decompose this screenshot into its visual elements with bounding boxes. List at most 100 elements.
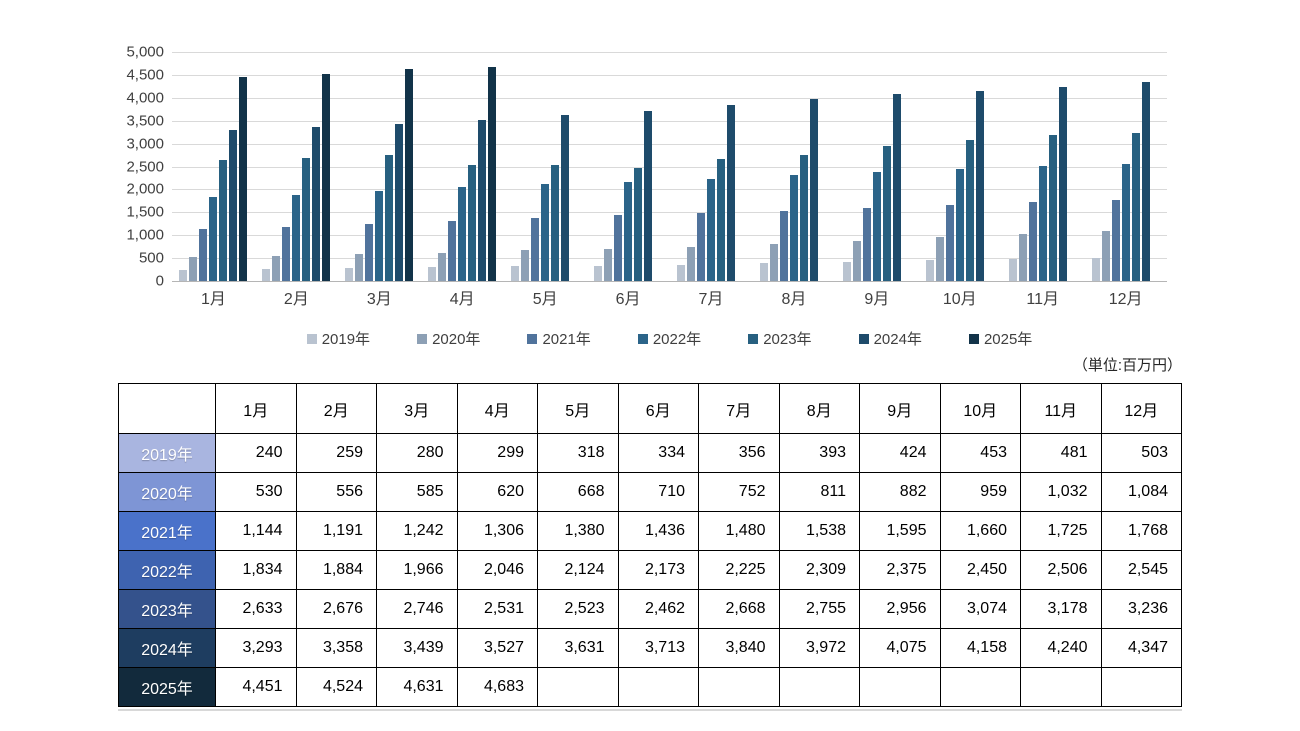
value-cell: 620 bbox=[456, 472, 538, 512]
month-header-cell: 2月 bbox=[295, 383, 377, 434]
value-cell: 503 bbox=[1100, 433, 1182, 473]
value-cell: 1,306 bbox=[456, 511, 538, 551]
value-cell: 3,358 bbox=[295, 628, 377, 668]
value-cell bbox=[859, 667, 941, 707]
legend-item: 2021年 bbox=[527, 328, 591, 349]
month-header-cell: 10月 bbox=[939, 383, 1021, 434]
value-cell bbox=[939, 667, 1021, 707]
x-tick-label: 4月 bbox=[449, 291, 475, 308]
legend-item: 2024年 bbox=[858, 328, 922, 349]
value-cell: 2,450 bbox=[939, 550, 1021, 590]
bar bbox=[676, 264, 685, 281]
bar bbox=[1048, 135, 1057, 281]
value-cell: 959 bbox=[939, 472, 1021, 512]
x-tick-label: 11月 bbox=[1026, 291, 1059, 308]
bar bbox=[405, 68, 414, 281]
table-header-row: 1月 2月 3月 4月 5月 6月 7月 8月 9月 10月 11月 12月 bbox=[118, 383, 1182, 434]
value-cell: 424 bbox=[859, 433, 941, 473]
bar bbox=[1141, 81, 1150, 281]
y-tick-label: 3,500 bbox=[126, 112, 164, 130]
month-header-cell: 1月 bbox=[215, 383, 297, 434]
bar bbox=[551, 165, 560, 281]
value-cell bbox=[1020, 667, 1102, 707]
bar bbox=[272, 255, 281, 281]
value-cell: 240 bbox=[215, 433, 297, 473]
value-cell: 1,768 bbox=[1100, 511, 1182, 551]
bar bbox=[604, 248, 613, 281]
bar bbox=[448, 221, 457, 281]
x-tick-label: 10月 bbox=[942, 291, 977, 308]
value-cell: 3,840 bbox=[698, 628, 780, 668]
bar bbox=[322, 73, 331, 281]
bar bbox=[706, 179, 715, 281]
bar bbox=[614, 215, 623, 281]
bar bbox=[789, 175, 798, 281]
plot-area bbox=[172, 52, 1167, 282]
bar bbox=[345, 268, 354, 281]
value-cell: 2,375 bbox=[859, 550, 941, 590]
chart-legend: 2019年 2020年 2021年 2022年 2023年 2024年 2025年 bbox=[172, 328, 1167, 349]
bar-group bbox=[587, 52, 670, 281]
legend-label: 2024年 bbox=[873, 331, 922, 348]
bar bbox=[488, 66, 497, 281]
gridline bbox=[172, 74, 1167, 76]
bar bbox=[511, 266, 520, 281]
bar-group bbox=[421, 52, 504, 281]
bar bbox=[1121, 164, 1130, 281]
bar bbox=[1028, 202, 1037, 281]
legend-swatch bbox=[417, 333, 428, 344]
legend-swatch bbox=[748, 333, 759, 344]
year-header-cell: 2022年 bbox=[118, 550, 216, 590]
bar bbox=[1111, 200, 1120, 281]
value-cell: 356 bbox=[698, 433, 780, 473]
value-cell: 668 bbox=[537, 472, 619, 512]
value-cell: 2,633 bbox=[215, 589, 297, 629]
value-cell: 4,631 bbox=[376, 667, 458, 707]
gridline bbox=[172, 258, 1167, 260]
value-cell: 1,725 bbox=[1020, 511, 1102, 551]
value-cell: 4,158 bbox=[939, 628, 1021, 668]
y-tick-label: 2,000 bbox=[126, 180, 164, 198]
bar bbox=[809, 99, 818, 281]
value-cell: 2,545 bbox=[1100, 550, 1182, 590]
value-cell: 3,178 bbox=[1020, 589, 1102, 629]
y-axis: 0 500 1,000 1,500 2,000 2,500 3,000 3,500 4,000 4… bbox=[112, 44, 172, 290]
value-cell: 3,972 bbox=[778, 628, 860, 668]
bar bbox=[458, 187, 467, 281]
year-header-cell: 2019年 bbox=[118, 433, 216, 473]
bar bbox=[541, 183, 550, 281]
bar bbox=[531, 217, 540, 281]
bar bbox=[634, 168, 643, 281]
value-cell: 4,524 bbox=[295, 667, 377, 707]
legend-label: 2022年 bbox=[652, 331, 702, 348]
bar-group bbox=[255, 52, 338, 281]
value-cell: 882 bbox=[859, 472, 941, 512]
month-header-cell: 11月 bbox=[1020, 383, 1102, 434]
x-tick-label: 1月 bbox=[201, 291, 226, 308]
bar bbox=[302, 158, 311, 281]
value-cell bbox=[698, 667, 780, 707]
value-cell: 556 bbox=[295, 472, 377, 512]
bar-group bbox=[172, 52, 255, 281]
bar bbox=[594, 265, 603, 281]
legend-label: 2019年 bbox=[321, 331, 371, 348]
gridline bbox=[172, 235, 1167, 237]
bar bbox=[945, 205, 954, 281]
value-cell: 2,956 bbox=[859, 589, 941, 629]
value-cell: 3,439 bbox=[376, 628, 458, 668]
bar bbox=[686, 246, 695, 281]
bar-groups bbox=[172, 52, 1167, 281]
bar bbox=[892, 94, 901, 281]
value-cell: 2,755 bbox=[778, 589, 860, 629]
value-cell bbox=[617, 667, 699, 707]
value-cell: 1,084 bbox=[1100, 472, 1182, 512]
bar bbox=[1038, 166, 1047, 281]
gridline bbox=[172, 143, 1167, 145]
value-cell: 3,236 bbox=[1100, 589, 1182, 629]
value-cell: 2,309 bbox=[778, 550, 860, 590]
gridline bbox=[172, 189, 1167, 191]
value-cell: 1,966 bbox=[376, 550, 458, 590]
legend-item: 2019年 bbox=[306, 328, 371, 349]
value-cell: 1,380 bbox=[537, 511, 619, 551]
value-cell: 4,451 bbox=[215, 667, 297, 707]
